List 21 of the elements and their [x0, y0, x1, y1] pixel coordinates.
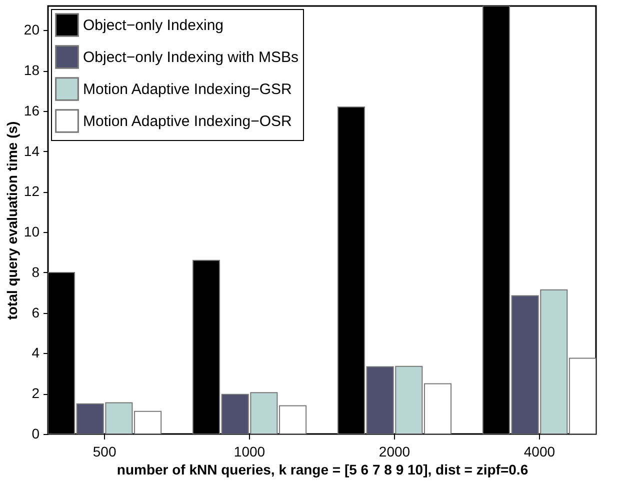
y-axis-title: total query evaluation time (s)	[4, 121, 20, 320]
y-tick-label: 16	[24, 102, 40, 118]
x-tick-label: 4000	[524, 444, 556, 460]
y-tick-label: 12	[24, 183, 40, 200]
y-tick-label: 6	[32, 304, 40, 320]
x-tick-label: 2000	[378, 444, 410, 460]
legend-label: Motion Adaptive Indexing−GSR	[83, 81, 292, 98]
legend-label: Motion Adaptive Indexing−OSR	[83, 113, 292, 130]
y-tick-label: 14	[24, 142, 40, 159]
y-tick-label: 10	[24, 224, 40, 240]
y-tick-label: 4	[32, 344, 40, 361]
legend-label: Object−only Indexing	[83, 17, 224, 34]
y-tick-label: 20	[24, 22, 40, 38]
x-tick-label: 500	[92, 444, 116, 460]
x-axis-title: number of kNN queries, k range = [5 6 7 8 9 10], dist = zipf=0.6	[116, 462, 528, 478]
legend-label: Object−only Indexing with MSBs	[83, 49, 299, 66]
y-tick-label: 0	[32, 426, 40, 442]
y-tick-label: 18	[24, 62, 40, 78]
y-tick-label: 2	[32, 385, 40, 402]
y-tick-label: 8	[32, 264, 40, 280]
x-tick-label: 1000	[234, 444, 266, 460]
